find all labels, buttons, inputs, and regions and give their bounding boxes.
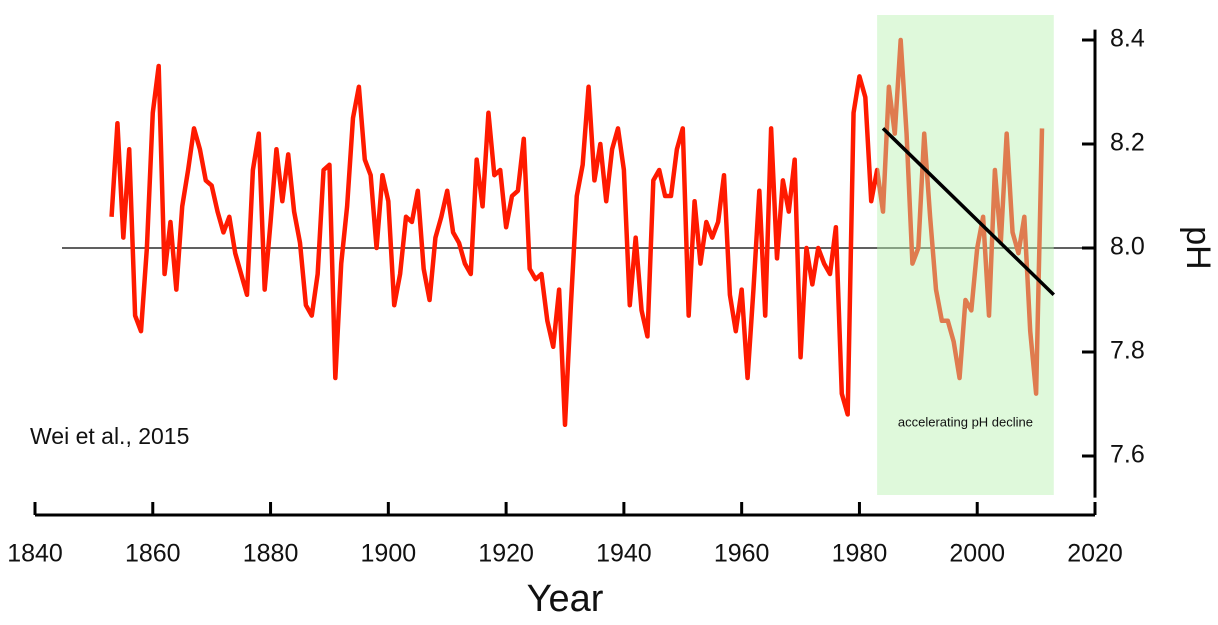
x-tick-label: 1940 <box>596 540 652 568</box>
x-tick-label: 2020 <box>1067 540 1123 568</box>
x-tick-label: 1920 <box>478 540 534 568</box>
x-tick-label: 1980 <box>832 540 888 568</box>
y-tick-label: 8.0 <box>1110 233 1145 261</box>
x-axis-label: Year <box>527 578 604 620</box>
x-tick-label: 1880 <box>243 540 299 568</box>
highlight-region <box>877 15 1054 495</box>
y-tick-label: 7.6 <box>1110 441 1145 469</box>
y-tick-label: 8.4 <box>1110 25 1145 53</box>
x-tick-label: 1960 <box>714 540 770 568</box>
y-axis-label: pH <box>1179 226 1217 269</box>
trend-line <box>881 127 1056 297</box>
x-tick-label: 1840 <box>7 540 63 568</box>
data-line <box>109 37 1045 428</box>
x-tick-label: 1860 <box>125 540 181 568</box>
highlight-label: accelerating pH decline <box>898 414 1033 429</box>
x-tick-label: 1900 <box>361 540 417 568</box>
annotation: Wei et al., 2015 <box>30 423 189 449</box>
y-tick-label: 8.2 <box>1110 129 1145 157</box>
y-tick-label: 7.8 <box>1110 337 1145 365</box>
x-tick-label: 2000 <box>949 540 1005 568</box>
